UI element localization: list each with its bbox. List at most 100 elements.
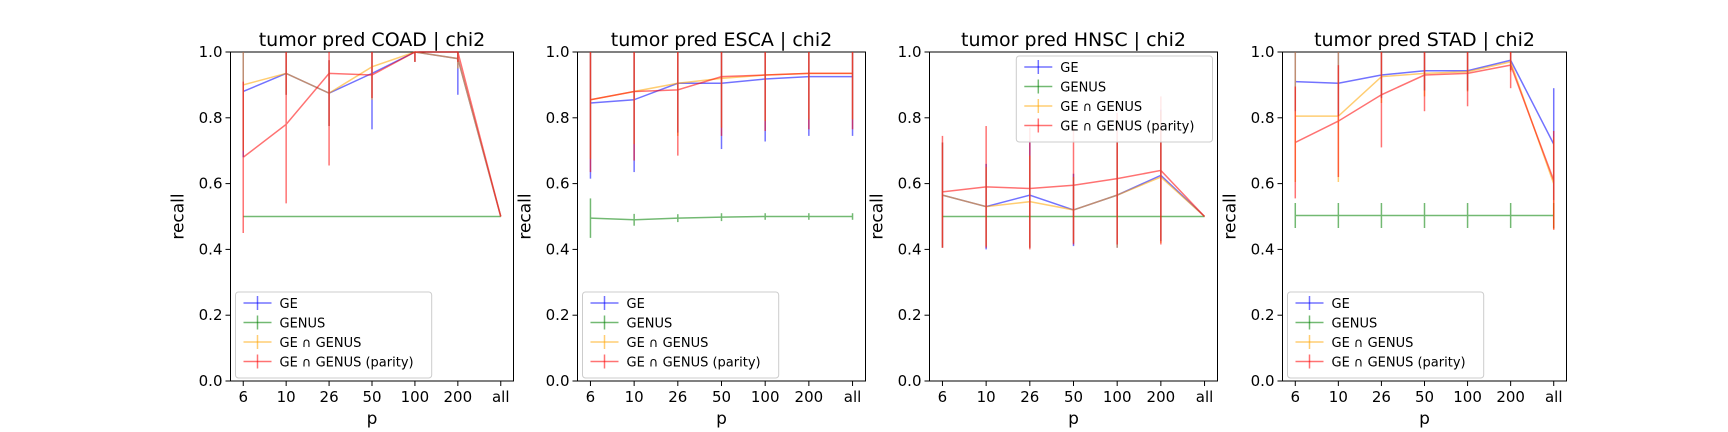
y-tick-label: 0.2 bbox=[546, 306, 570, 324]
x-tick-label: 10 bbox=[1329, 388, 1348, 406]
legend-item: GE ∩ GENUS bbox=[590, 335, 709, 351]
legend-item: GE bbox=[590, 296, 645, 312]
legend-item: GE bbox=[243, 296, 298, 312]
y-tick-label: 0.2 bbox=[199, 306, 223, 324]
legend-label: GENUS bbox=[280, 317, 326, 332]
x-tick-label: 10 bbox=[625, 388, 644, 406]
y-tick-label: 0.6 bbox=[898, 175, 922, 193]
legend: GE GENUS GE ∩ GENUS GE ∩ GENUS (parity) bbox=[582, 291, 780, 379]
legend-label: GENUS bbox=[627, 317, 673, 332]
y-tick-label: 0.6 bbox=[1251, 175, 1275, 193]
chart-title: tumor pred HNSC | chi2 bbox=[961, 29, 1186, 51]
y-tick-label: 0.6 bbox=[546, 175, 570, 193]
legend-frame bbox=[582, 291, 780, 379]
legend-label: GE bbox=[1060, 61, 1078, 76]
y-tick-label: 0.0 bbox=[898, 372, 922, 390]
legend-label: GE ∩ GENUS (parity) bbox=[280, 356, 414, 371]
series-line bbox=[590, 215, 853, 221]
x-tick-label: 200 bbox=[444, 388, 473, 406]
chart-title: tumor pred STAD | chi2 bbox=[1314, 29, 1535, 51]
x-tick-label: 6 bbox=[586, 388, 596, 406]
y-tick-label: 0.6 bbox=[199, 175, 223, 193]
y-axis-label: recall bbox=[868, 193, 888, 239]
x-tick-label: 200 bbox=[1496, 388, 1525, 406]
x-tick-label: 100 bbox=[1103, 388, 1132, 406]
legend-frame bbox=[235, 291, 433, 379]
x-axis-label: p bbox=[367, 409, 378, 429]
legend-label: GE bbox=[627, 297, 645, 312]
legend-label: GE ∩ GENUS bbox=[627, 336, 709, 351]
chart-panel-1: 0.0 0.2 0.4 0.6 0.8 1.0 6 10 26 50 100 200 all tumor … bbox=[169, 29, 514, 429]
legend-label: GE ∩ GENUS (parity) bbox=[627, 356, 761, 371]
legend-label: GENUS bbox=[1060, 81, 1106, 96]
y-tick-label: 0.0 bbox=[1251, 372, 1275, 390]
legend-item: GE bbox=[1024, 60, 1079, 76]
y-tick-label: 1.0 bbox=[1251, 43, 1275, 61]
y-tick-label: 0.8 bbox=[898, 109, 922, 127]
x-tick-label: 6 bbox=[238, 388, 248, 406]
legend-item: GE ∩ GENUS (parity) bbox=[1295, 354, 1466, 371]
x-tick-label: 100 bbox=[1453, 388, 1482, 406]
legend-item: GE ∩ GENUS (parity) bbox=[590, 354, 761, 371]
legend-item: GE ∩ GENUS bbox=[243, 335, 362, 351]
series-ge-genus-parity bbox=[589, 52, 854, 173]
chart-panel-3: 0.0 0.2 0.4 0.6 0.8 1.0 6 10 26 50 100 200 all tumor … bbox=[868, 29, 1218, 429]
legend-item: GE ∩ GENUS (parity) bbox=[1024, 118, 1194, 135]
y-tick-label: 1.0 bbox=[546, 43, 570, 61]
legend: GE GENUS GE ∩ GENUS GE ∩ GENUS (parity) bbox=[235, 291, 433, 379]
x-tick-label: 26 bbox=[1372, 388, 1391, 406]
series-line bbox=[1294, 64, 1555, 181]
x-tick-label: 50 bbox=[1064, 388, 1083, 406]
legend-label: GE bbox=[280, 297, 298, 312]
x-axis-label: p bbox=[1419, 409, 1430, 429]
y-tick-label: 1.0 bbox=[199, 43, 223, 61]
legend-item: GE bbox=[1295, 296, 1350, 312]
y-tick-label: 0.0 bbox=[546, 372, 570, 390]
y-axis-label: recall bbox=[516, 193, 536, 239]
x-tick-label: 100 bbox=[751, 388, 780, 406]
legend: GE GENUS GE ∩ GENUS GE ∩ GENUS (parity) bbox=[1015, 55, 1213, 143]
y-tick-label: 0.0 bbox=[199, 372, 223, 390]
x-axis-label: p bbox=[716, 409, 727, 429]
chart-panel-4: 0.0 0.2 0.4 0.6 0.8 1.0 6 10 26 50 100 200 all tumor … bbox=[1221, 29, 1567, 429]
y-tick-label: 0.8 bbox=[1251, 109, 1275, 127]
series-line bbox=[942, 169, 1206, 218]
x-tick-label: 6 bbox=[1291, 388, 1301, 406]
legend-label: GENUS bbox=[1332, 317, 1378, 332]
x-tick-label: 200 bbox=[1147, 388, 1176, 406]
y-tick-label: 0.2 bbox=[1251, 306, 1275, 324]
legend-label: GE ∩ GENUS bbox=[280, 336, 362, 351]
x-tick-label: 26 bbox=[1020, 388, 1039, 406]
legend-item: GENUS bbox=[590, 315, 673, 332]
x-tick-label: 26 bbox=[668, 388, 687, 406]
x-tick-label: 26 bbox=[320, 388, 339, 406]
legend: GE GENUS GE ∩ GENUS GE ∩ GENUS (parity) bbox=[1287, 291, 1485, 379]
y-tick-label: 0.8 bbox=[199, 109, 223, 127]
chart-title: tumor pred COAD | chi2 bbox=[259, 29, 486, 51]
series-line bbox=[242, 51, 502, 217]
legend-item: GENUS bbox=[1024, 79, 1106, 96]
series-ge-genus-parity bbox=[242, 51, 502, 233]
x-tick-label: 100 bbox=[401, 388, 430, 406]
x-tick-label: 200 bbox=[795, 388, 824, 406]
x-tick-label: 10 bbox=[977, 388, 996, 406]
x-tick-label: 50 bbox=[362, 388, 381, 406]
legend-label: GE bbox=[1332, 297, 1350, 312]
y-tick-label: 0.4 bbox=[898, 240, 922, 258]
y-tick-label: 0.4 bbox=[1251, 240, 1275, 258]
y-tick-label: 0.4 bbox=[546, 240, 570, 258]
legend-label: GE ∩ GENUS (parity) bbox=[1332, 356, 1466, 371]
x-tick-label: all bbox=[844, 388, 862, 406]
legend-label: GE ∩ GENUS bbox=[1332, 336, 1414, 351]
chart-title: tumor pred ESCA | chi2 bbox=[611, 29, 832, 51]
x-tick-label: 6 bbox=[938, 388, 948, 406]
y-axis-label: recall bbox=[1221, 193, 1241, 239]
legend-label: GE ∩ GENUS (parity) bbox=[1060, 120, 1194, 135]
x-tick-label: all bbox=[492, 388, 510, 406]
x-tick-label: 50 bbox=[712, 388, 731, 406]
x-tick-label: all bbox=[1196, 388, 1214, 406]
x-axis-label: p bbox=[1068, 409, 1079, 429]
legend-item: GENUS bbox=[1295, 315, 1378, 332]
legend-label: GE ∩ GENUS bbox=[1060, 100, 1142, 115]
